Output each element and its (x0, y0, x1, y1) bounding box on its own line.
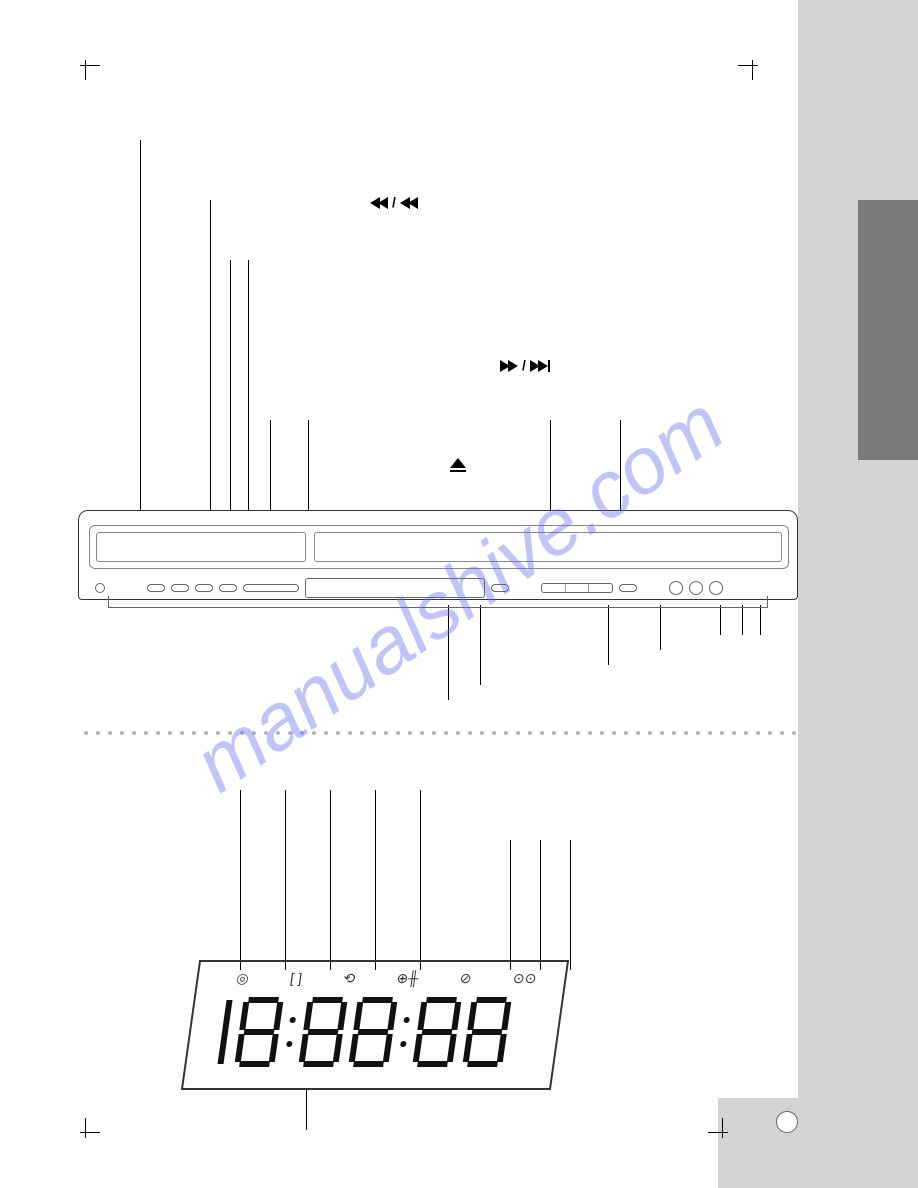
eject-symbol (450, 458, 466, 475)
lcd-lead-8 (570, 840, 571, 970)
audio-r-jack (709, 581, 723, 595)
video-in-jack (669, 581, 683, 595)
timer-icon: ⊘ (459, 970, 473, 987)
lcd-display-panel: ◎ [ ] ⟲ ⊕╫ ⊘ ⊙⊙ (190, 960, 590, 1090)
crop-mark-top-right (738, 50, 768, 80)
open-close-button (243, 584, 299, 592)
lcd-lead-5 (420, 790, 421, 970)
ff-button (195, 584, 213, 592)
dvd-vcr-button (619, 584, 637, 592)
svg-text:/: / (392, 195, 396, 210)
repeat-icon: ⟲ (342, 970, 356, 987)
side-dark-tab (858, 200, 918, 460)
lcd-lead-6 (510, 840, 511, 970)
device-top-row (89, 525, 789, 569)
tape-icon: ⊙⊙ (512, 970, 538, 987)
device-diagram (78, 500, 798, 620)
play-button (171, 584, 189, 592)
rewind-symbol: / (370, 195, 430, 214)
eject-button (491, 584, 509, 592)
device-base (108, 596, 768, 608)
disc-icon: ◎ (235, 970, 250, 987)
lcd-lead-bottom (306, 1090, 307, 1130)
display-window (305, 578, 485, 598)
lcd-indicator-icons: ◎ [ ] ⟲ ⊕╫ ⊘ ⊙⊙ (235, 970, 537, 987)
lock-icon: ⊕╫ (395, 970, 419, 987)
svg-text:/: / (522, 358, 526, 373)
lcd-lead-1 (240, 790, 241, 970)
lead-line-1 (140, 140, 141, 560)
lcd-lead-2 (285, 790, 286, 970)
disc-tray (314, 532, 782, 562)
stop-button (219, 584, 237, 592)
forward-symbol: / (500, 358, 560, 377)
device-body (78, 510, 798, 600)
lcd-segment-digits (203, 992, 554, 1072)
side-gray-column (798, 0, 918, 1188)
crop-mark-top-left (70, 50, 100, 80)
section-divider-dots (80, 730, 800, 736)
crop-mark-bottom-left (70, 1118, 100, 1148)
page-number-circle (776, 1111, 798, 1133)
crop-mark-bottom-right (708, 1118, 738, 1148)
cassette-slot (96, 532, 306, 562)
audio-l-jack (689, 581, 703, 595)
power-button (95, 583, 105, 593)
lcd-lead-3 (330, 790, 331, 970)
prog-buttons (541, 583, 613, 593)
lcd-lead-7 (540, 840, 541, 970)
bottom-gray-block (718, 1098, 918, 1188)
lcd-lead-4 (375, 790, 376, 970)
rew-button (147, 584, 165, 592)
av-jacks (669, 581, 723, 595)
bracket-icon: [ ] (289, 970, 303, 987)
